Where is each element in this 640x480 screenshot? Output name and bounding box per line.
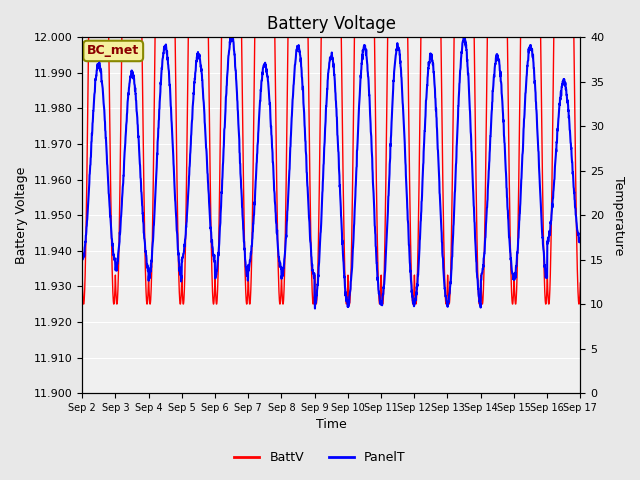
X-axis label: Time: Time [316, 419, 347, 432]
Text: BC_met: BC_met [87, 45, 140, 58]
Y-axis label: Temperature: Temperature [612, 176, 625, 255]
Y-axis label: Battery Voltage: Battery Voltage [15, 167, 28, 264]
Title: Battery Voltage: Battery Voltage [267, 15, 396, 33]
Legend: BattV, PanelT: BattV, PanelT [229, 446, 411, 469]
